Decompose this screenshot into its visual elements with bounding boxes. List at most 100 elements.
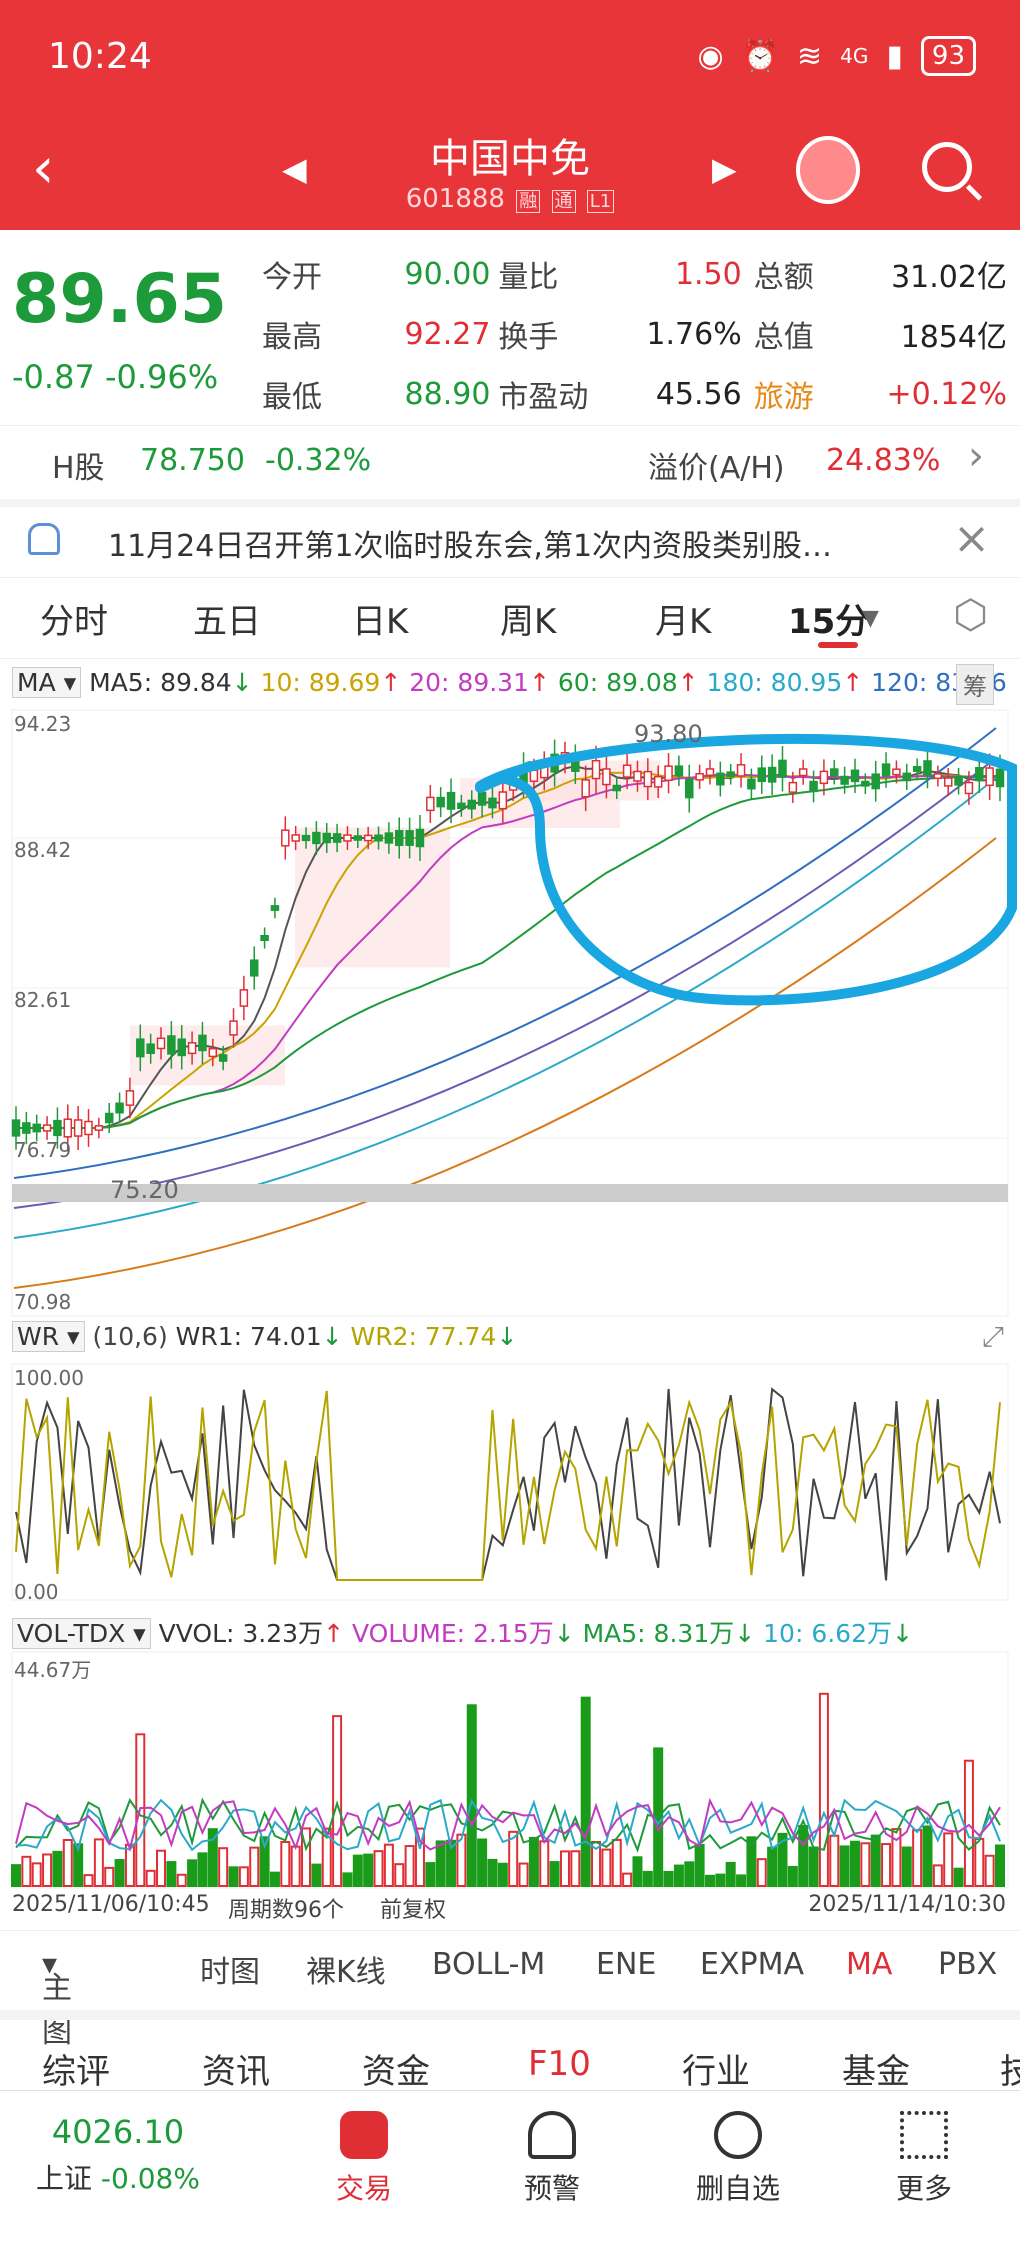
- sec-tab-1[interactable]: 资讯: [202, 2052, 270, 2092]
- vol-selector[interactable]: VOL-TDX ▾: [12, 1618, 151, 1649]
- price-axis-bottom: 70.98: [14, 1290, 72, 1314]
- sec-tab-4[interactable]: 行业: [682, 2052, 750, 2092]
- ma-selector[interactable]: MA ▾: [12, 667, 82, 698]
- volume-bar: [570, 1850, 581, 1888]
- close-icon[interactable]: ×: [953, 513, 990, 564]
- index-widget[interactable]: 4026.10 上证 -0.08%: [36, 2113, 200, 2195]
- tab-five-day[interactable]: 五日: [193, 602, 261, 642]
- volume-bar: [632, 1856, 643, 1887]
- volume-bar: [11, 1864, 21, 1887]
- ind-tab-7[interactable]: PBX: [938, 1947, 998, 1982]
- alarm-icon: ⏰: [741, 38, 780, 74]
- main-chart-selector[interactable]: 主图 ▾: [42, 1947, 72, 2050]
- candle-body: [716, 772, 725, 786]
- volume-bar: [974, 1837, 985, 1888]
- volume-bar: [83, 1874, 94, 1888]
- sec-tab-0[interactable]: 综评: [42, 2052, 110, 2092]
- candle-body: [426, 796, 435, 812]
- price-axis-3: 82.61: [14, 988, 72, 1012]
- volume-bar: [508, 1830, 519, 1888]
- candle-body: [695, 772, 704, 781]
- ma10-value: 10: 89.69: [260, 668, 381, 697]
- candle-body: [923, 760, 932, 776]
- nav-more[interactable]: 更多: [864, 2111, 984, 2207]
- bell-icon: [528, 2111, 576, 2159]
- settings-icon[interactable]: ⬡: [953, 592, 988, 638]
- next-stock-icon[interactable]: ▶: [712, 150, 737, 188]
- quote-label: 总额: [753, 260, 814, 295]
- ind-tab-1[interactable]: 时图: [200, 1955, 260, 1990]
- volume-bar: [736, 1874, 747, 1887]
- volume-bar: [466, 1704, 477, 1887]
- sec-tab-2[interactable]: 资金: [362, 2052, 430, 2092]
- ind-tab-3[interactable]: BOLL-M: [432, 1947, 546, 1982]
- sec-tab-6[interactable]: 技: [1000, 2052, 1020, 2092]
- volume-bar: [984, 1854, 995, 1888]
- search-icon[interactable]: [922, 142, 972, 192]
- volume-bar: [456, 1833, 467, 1888]
- section-tabs: 综评 资讯 资金 F10 行业 基金 技: [0, 2010, 1020, 2100]
- ind-tab-4[interactable]: ENE: [596, 1947, 657, 1982]
- ind-tab-5[interactable]: EXPMA: [700, 1947, 805, 1982]
- sec-tab-5[interactable]: 基金: [842, 2052, 910, 2092]
- annotation-tail: [475, 761, 535, 793]
- signal-icon: ▮: [886, 38, 903, 74]
- nav-alert[interactable]: 预警: [492, 2111, 612, 2207]
- candle-body: [902, 772, 912, 782]
- chip-button[interactable]: 筹: [956, 664, 994, 705]
- assistant-icon[interactable]: [796, 136, 860, 204]
- tab-intraday[interactable]: 分时: [40, 602, 108, 642]
- ind-tab-6[interactable]: MA: [846, 1947, 893, 1982]
- volume-chart: [11, 1651, 1009, 1889]
- wr-selector[interactable]: WR ▾: [12, 1321, 85, 1352]
- sec-tab-3[interactable]: F10: [528, 2044, 591, 2084]
- volume-ma-line: [15, 1798, 1001, 1853]
- battery-icon: 93: [920, 36, 976, 76]
- ind-tab-2[interactable]: 裸K线: [306, 1955, 386, 1990]
- volume-bar: [798, 1825, 809, 1888]
- back-button[interactable]: ‹: [32, 136, 55, 201]
- volume-ma-line: [15, 1797, 1001, 1853]
- wr-axis-bottom: 0.00: [14, 1580, 59, 1604]
- volume-bar: [891, 1828, 902, 1887]
- candle-body: [291, 834, 300, 842]
- candle-body: [581, 779, 590, 798]
- h-share-row[interactable]: H股 78.750 -0.32% 溢价(A/H) 24.83% ›: [0, 425, 1020, 507]
- candle-body: [32, 1123, 41, 1133]
- volume-bar: [953, 1867, 964, 1888]
- prev-stock-icon[interactable]: ◀: [282, 150, 307, 188]
- long-ma-line: [13, 757, 997, 1209]
- volume-bar: [995, 1844, 1005, 1887]
- candle-body: [954, 776, 963, 786]
- candle-body: [384, 832, 394, 844]
- tab-weekly[interactable]: 周K: [500, 602, 557, 642]
- tab-monthly[interactable]: 月K: [655, 602, 712, 642]
- nav-trade[interactable]: 交易: [304, 2111, 424, 2207]
- expand-icon[interactable]: ⤢: [981, 1320, 1004, 1353]
- nav-remove-watchlist[interactable]: 删自选: [678, 2111, 798, 2207]
- volume-bar: [487, 1858, 498, 1887]
- candle-body: [394, 829, 404, 847]
- candle-body: [840, 775, 849, 785]
- candle-body: [104, 1112, 114, 1124]
- notice-bar[interactable]: 11月24日召开第1次临时股东会,第1次内资股类别股… ×: [0, 507, 1020, 578]
- quote-label: 今开: [262, 260, 322, 295]
- quote-value: 1.76%: [646, 316, 742, 352]
- candle-body: [239, 989, 249, 1007]
- volume-bar: [373, 1850, 384, 1888]
- dropdown-icon[interactable]: ▼: [862, 606, 879, 631]
- candle-body: [819, 770, 829, 785]
- quote-row: 今开 90.00 量比 1.50 总额 31.02亿: [262, 244, 1007, 304]
- volume-bar: [559, 1850, 570, 1887]
- volume-bar: [259, 1836, 270, 1888]
- candle-body: [436, 796, 445, 808]
- volume-bar: [187, 1859, 198, 1887]
- current-price: 89.65: [12, 260, 228, 339]
- candle-body: [187, 1042, 197, 1055]
- long-ma-line: [13, 727, 997, 1179]
- tab-daily[interactable]: 日K: [352, 602, 409, 642]
- candle-body: [664, 765, 673, 781]
- tab-15min[interactable]: 15分: [788, 602, 870, 642]
- grid-icon: [900, 2111, 948, 2159]
- price-axis-top: 94.23: [14, 712, 72, 736]
